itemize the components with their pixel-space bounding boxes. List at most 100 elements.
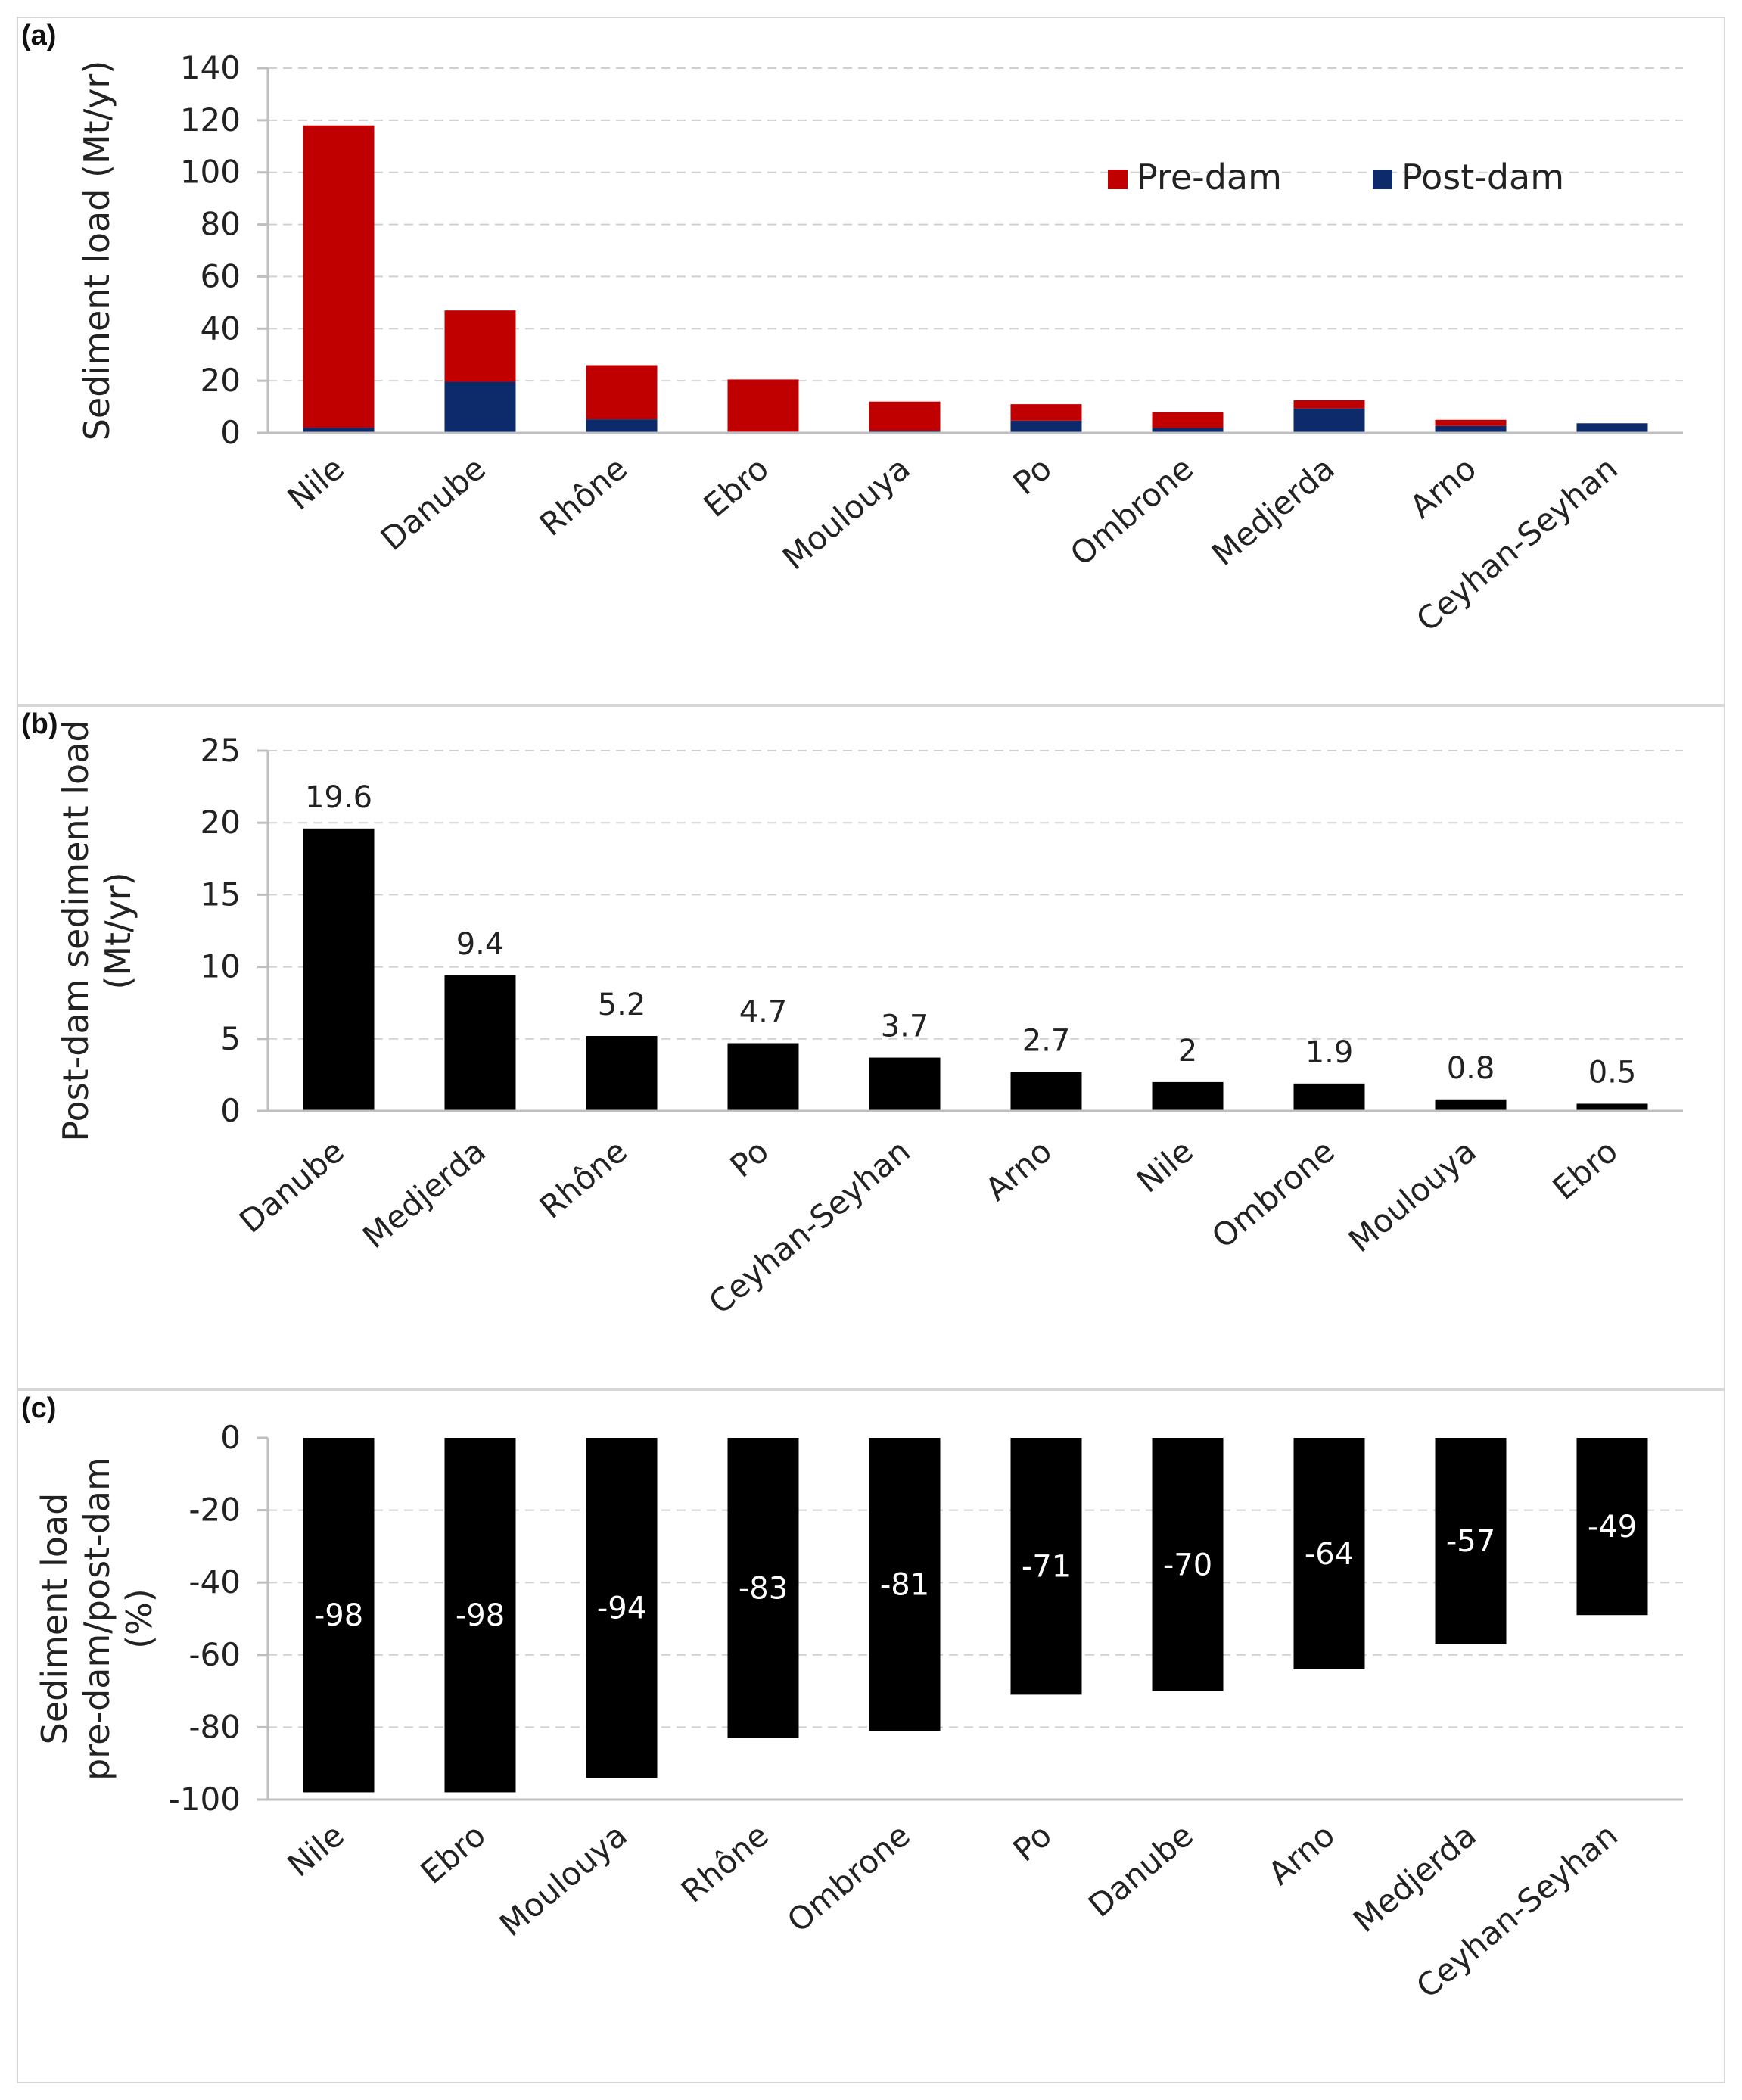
x-category-label: Ombrone bbox=[1205, 1132, 1342, 1255]
y-tick-label: 0 bbox=[220, 414, 241, 451]
panel-b-label: (b) bbox=[21, 708, 58, 740]
bar bbox=[586, 1438, 658, 1778]
legend-label: Pre-dam bbox=[1137, 157, 1282, 198]
y-tick-label: 80 bbox=[201, 206, 241, 243]
chart-a: 0 20 40 60 80 100 120 140 Nile Danube Rhône Ebro Mou… bbox=[76, 49, 1683, 639]
data-label: -71 bbox=[1022, 1550, 1071, 1585]
y-axis-title: Sediment load (Mt/yr) bbox=[76, 61, 117, 441]
data-label: -70 bbox=[1163, 1548, 1212, 1582]
x-category-label: Arno bbox=[1261, 1816, 1342, 1892]
y-tick-label: 10 bbox=[201, 948, 241, 985]
y-axis-title: (%) bbox=[119, 1588, 160, 1649]
bar-pre-dam bbox=[727, 379, 799, 432]
bar-post-dam bbox=[1010, 420, 1082, 433]
bar bbox=[1152, 1438, 1224, 1691]
x-category-label: Po bbox=[1006, 1816, 1058, 1868]
bar-pre-dam bbox=[869, 401, 941, 431]
legend-label: Post-dam bbox=[1401, 157, 1564, 198]
bar-pre-dam bbox=[1152, 412, 1224, 428]
x-category-label: Ebro bbox=[696, 450, 775, 524]
x-category-label: Moulouya bbox=[776, 450, 917, 577]
panel-c: (c) 0 -20 -40 -60 -80 -100 -98 -98 -94 -83 -81 -71 -… bbox=[17, 1389, 1725, 2083]
x-category-label: Po bbox=[1006, 450, 1058, 502]
y-tick-label: 0 bbox=[220, 1092, 241, 1129]
bar-pre-dam bbox=[1435, 419, 1507, 426]
legend-swatch bbox=[1373, 170, 1392, 189]
x-category-label: Danube bbox=[1081, 1816, 1200, 1924]
data-label: 0.8 bbox=[1447, 1051, 1495, 1086]
legend-swatch bbox=[1108, 170, 1128, 189]
x-category-label: Medjerda bbox=[356, 1132, 493, 1255]
bar bbox=[869, 1438, 941, 1731]
data-label: -98 bbox=[314, 1598, 363, 1633]
bar bbox=[1293, 1083, 1365, 1111]
bar-post-dam bbox=[1576, 423, 1648, 433]
bar bbox=[1010, 1438, 1082, 1695]
panel-c-label: (c) bbox=[21, 1392, 57, 1424]
x-category-label: Rhône bbox=[533, 450, 634, 543]
bar bbox=[1293, 1438, 1365, 1669]
x-category-label: Danube bbox=[374, 450, 493, 558]
y-tick-label: 20 bbox=[201, 362, 241, 399]
bar bbox=[727, 1043, 799, 1111]
y-tick-label: 15 bbox=[201, 876, 241, 913]
y-tick-label: -20 bbox=[188, 1492, 241, 1529]
bar bbox=[1576, 1438, 1648, 1616]
bar-pre-dam bbox=[1010, 404, 1082, 421]
data-label: 9.4 bbox=[456, 927, 505, 962]
bar bbox=[303, 828, 375, 1111]
bar-post-dam bbox=[444, 381, 516, 433]
data-label: -98 bbox=[456, 1598, 505, 1633]
bar bbox=[869, 1057, 941, 1111]
x-category-label: Rhône bbox=[533, 1132, 634, 1226]
data-label: 0.5 bbox=[1588, 1055, 1637, 1090]
data-label: -94 bbox=[597, 1591, 646, 1626]
x-category-label: Ebro bbox=[1545, 1132, 1624, 1207]
bar bbox=[1010, 1072, 1082, 1111]
panel-b: (b) 0 5 10 15 20 25 19.6 9.4 5.2 4.7 3.7 2.7 2 1.9 0.8… bbox=[17, 705, 1725, 1389]
chart-b: 0 5 10 15 20 25 19.6 9.4 5.2 4.7 3.7 2.7 2 1.9 0.8 0.5 D… bbox=[55, 720, 1683, 1321]
x-category-label: Danube bbox=[232, 1132, 351, 1240]
y-tick-label: 40 bbox=[201, 310, 241, 347]
bar-pre-dam bbox=[1293, 400, 1365, 409]
data-label: 1.9 bbox=[1305, 1035, 1354, 1070]
x-category-label: Ombrone bbox=[780, 1816, 917, 1940]
x-category-label: Moulouya bbox=[1342, 1132, 1483, 1259]
x-category-label: Ebro bbox=[413, 1816, 492, 1891]
data-label: -57 bbox=[1446, 1524, 1495, 1559]
x-category-label: Rhône bbox=[674, 1816, 776, 1910]
x-category-label: Arno bbox=[978, 1132, 1059, 1208]
data-label: 2 bbox=[1178, 1034, 1197, 1069]
x-category-label: Medjerda bbox=[1346, 1816, 1483, 1940]
y-tick-label: 0 bbox=[220, 1419, 241, 1456]
panel-a-label: (a) bbox=[21, 20, 57, 51]
panel-a: (a) 0 20 40 60 80 100 120 140 Nile Danube Rhône Ebr… bbox=[17, 17, 1725, 705]
x-category-label: Po bbox=[723, 1132, 775, 1184]
bar-post-dam bbox=[303, 428, 375, 433]
bar bbox=[727, 1438, 799, 1738]
bar-post-dam bbox=[1152, 428, 1224, 433]
bar-pre-dam bbox=[444, 310, 516, 382]
y-tick-label: 60 bbox=[201, 257, 241, 294]
bar bbox=[444, 975, 516, 1111]
data-label: -81 bbox=[880, 1568, 929, 1603]
x-category-label: Nile bbox=[281, 1816, 351, 1884]
bar bbox=[444, 1438, 516, 1793]
y-tick-label: -100 bbox=[169, 1781, 241, 1818]
bar bbox=[303, 1438, 375, 1793]
y-tick-label: 120 bbox=[180, 101, 241, 138]
data-label: 3.7 bbox=[881, 1010, 929, 1044]
y-axis-title: Post-dam sediment load bbox=[55, 720, 96, 1141]
x-category-label: Arno bbox=[1403, 450, 1483, 525]
x-category-label: Medjerda bbox=[1205, 450, 1342, 573]
bar bbox=[1152, 1081, 1224, 1111]
chart-c: 0 -20 -40 -60 -80 -100 -98 -98 -94 -83 -81 -71 -70 -6… bbox=[34, 1419, 1683, 2005]
x-category-label: Nile bbox=[281, 450, 351, 517]
y-axis-title: Sediment load bbox=[34, 1493, 75, 1745]
bar-pre-dam bbox=[303, 125, 375, 428]
y-tick-label: 25 bbox=[201, 732, 241, 769]
data-label: 5.2 bbox=[598, 988, 646, 1022]
data-label: -49 bbox=[1588, 1510, 1637, 1545]
x-category-label: Nile bbox=[1130, 1132, 1200, 1199]
bar bbox=[1576, 1103, 1648, 1111]
